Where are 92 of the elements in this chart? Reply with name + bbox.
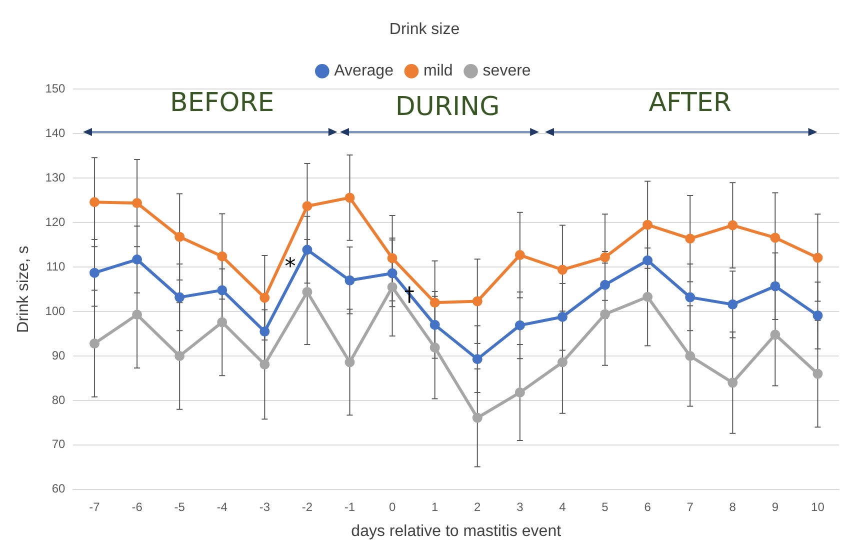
point [600,309,610,320]
point [770,281,780,292]
legend-label: severe [482,62,531,80]
point [770,232,780,243]
y-tick-label: 120 [45,214,66,229]
x-tick-label: 6 [644,500,652,514]
point [685,234,696,244]
x-tick-label: 7 [686,500,694,514]
point [728,220,738,230]
point [642,220,653,230]
x-tick-label: 0 [388,500,396,514]
point [430,298,440,308]
y-tick-label: 70 [52,437,66,452]
y-tick-label: 140 [45,126,66,140]
x-tick-label: 2 [474,500,482,514]
point [557,264,568,275]
point [89,268,100,278]
point [600,280,610,290]
point [812,368,823,379]
point [302,244,312,255]
legend-label: mild [423,62,453,80]
point [728,378,738,388]
x-axis-title: days relative to mastitis event [351,522,562,540]
x-tick-label: 1 [431,500,438,514]
point [642,292,653,302]
annotation: DURING [395,92,500,122]
y-tick-label: 130 [45,170,66,184]
point [174,232,185,242]
point [514,320,525,330]
point [217,317,228,328]
y-tick-label: 80 [52,392,66,407]
point [260,326,270,337]
point [174,351,185,361]
x-tick-label: 5 [602,500,609,514]
point [387,268,398,278]
point [174,292,185,302]
x-tick-label: 3 [516,500,524,514]
point [430,342,440,353]
x-tick-label: 9 [772,500,779,514]
x-tick-label: -5 [174,500,186,514]
point [302,201,312,212]
point [260,359,270,370]
y-tick-label: 60 [52,482,66,496]
point [89,197,100,208]
point [642,255,653,266]
point [132,198,142,208]
point [728,299,738,310]
x-tick-label: 8 [729,500,736,514]
x-tick-label: -2 [302,500,313,514]
point [472,412,482,423]
point [132,254,142,265]
point [387,253,398,264]
point [472,354,482,364]
x-tick-label: -1 [344,500,356,514]
chart-title: Drink size [389,21,460,38]
legend-label: Average [334,62,394,80]
annotation: AFTER [648,88,732,118]
point [430,320,440,330]
x-tick-label: 10 [811,500,825,514]
point [344,275,355,286]
point [685,351,696,361]
point [472,296,482,306]
point [344,192,355,203]
point [685,292,696,302]
point [770,330,780,340]
point [514,250,525,260]
y-tick-label: 90 [52,348,66,362]
y-tick-label: 100 [45,304,66,318]
point [217,285,228,296]
point [89,338,100,349]
point [302,286,312,297]
point [132,310,142,320]
x-tick-label: -3 [259,500,270,514]
point [812,252,823,263]
point [557,357,568,368]
annotation: BEFORE [170,88,274,118]
point [557,312,568,322]
point [387,282,398,292]
y-tick-label: 150 [45,82,66,96]
point [514,387,525,398]
point [260,292,270,303]
point [344,357,355,368]
x-tick-label: -7 [89,500,100,514]
x-tick-label: 4 [559,500,566,514]
x-tick-label: -6 [132,500,143,514]
point [600,252,610,262]
point [217,251,228,262]
annotation: * [284,254,296,280]
point [812,310,823,321]
y-axis-title: Drink size, s [15,246,32,333]
x-tick-label: -4 [216,500,228,514]
y-tick-label: 110 [46,259,66,274]
